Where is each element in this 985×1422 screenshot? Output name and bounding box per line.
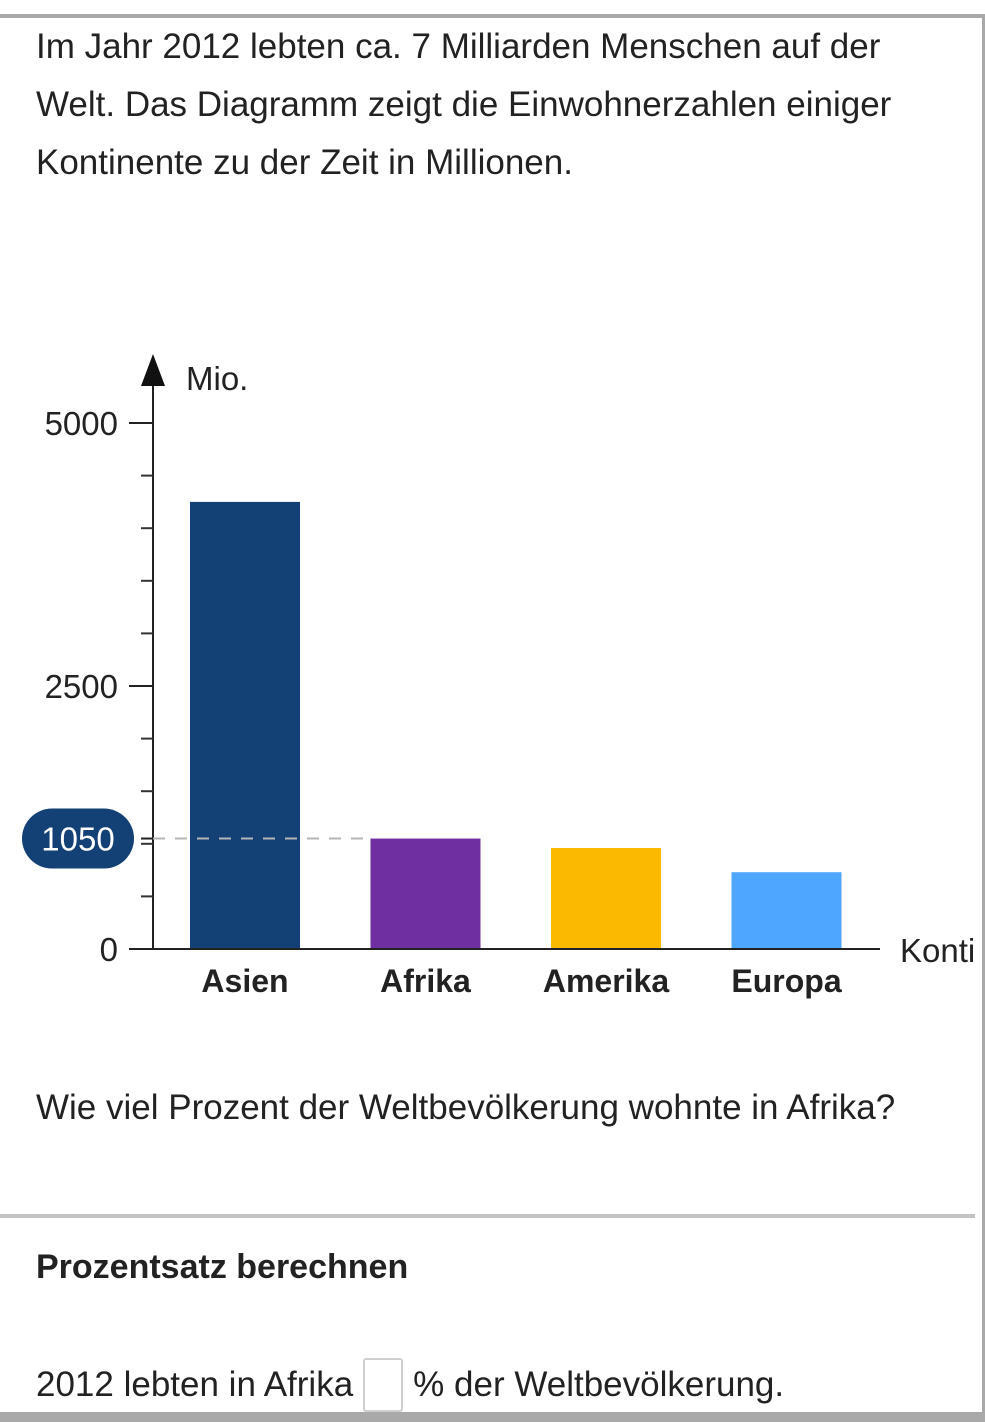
x-axis-label: Konti bbox=[900, 932, 975, 969]
population-bar-chart: Mio. 5000 2500 0 Asien Afrika Amerika Europa 105… bbox=[22, 354, 975, 999]
bar-amerika bbox=[551, 848, 661, 949]
y-axis-arrow-icon bbox=[141, 354, 165, 386]
answer-suffix: % der Weltbevölkerung. bbox=[413, 1365, 785, 1404]
y-axis-label: Mio. bbox=[186, 360, 248, 397]
intro-text: Im Jahr 2012 lebten ca. 7 Milliarden Men… bbox=[36, 27, 892, 182]
right-border bbox=[982, 14, 985, 1422]
bar-europa bbox=[731, 872, 842, 949]
answer-prefix: 2012 lebten in Afrika bbox=[36, 1365, 354, 1404]
question-text: Wie viel Prozent der Weltbevölkerung woh… bbox=[36, 1088, 896, 1127]
percent-input-field[interactable] bbox=[363, 1358, 404, 1412]
y-tick-label: 0 bbox=[100, 931, 118, 968]
bar-asien bbox=[190, 501, 300, 949]
x-category-label: Afrika bbox=[380, 963, 471, 999]
y-tick-label: 5000 bbox=[45, 405, 118, 442]
highlight-badge bbox=[22, 808, 134, 869]
y-tick-label: 2500 bbox=[45, 668, 118, 705]
top-divider bbox=[0, 14, 985, 18]
x-category-label: Asien bbox=[201, 963, 288, 999]
section-title: Prozentsatz berechnen bbox=[36, 1248, 409, 1286]
x-category-label: Amerika bbox=[543, 963, 670, 999]
bar-afrika bbox=[370, 838, 481, 949]
x-category-label: Europa bbox=[731, 963, 841, 999]
section-divider bbox=[0, 1214, 975, 1218]
bottom-border bbox=[0, 1412, 985, 1422]
answer-sentence: 2012 lebten in Afrika % der Weltbevölker… bbox=[36, 1358, 784, 1412]
highlight-label: 1050 bbox=[41, 821, 114, 858]
